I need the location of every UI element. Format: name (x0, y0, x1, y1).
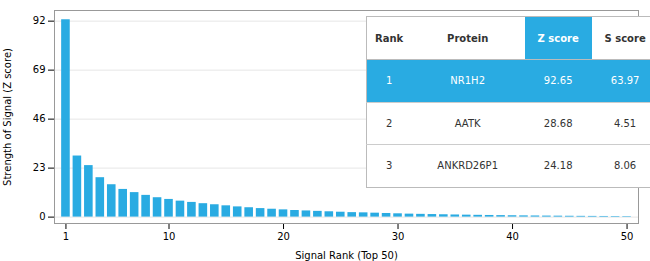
html-text:AATK: AATK (454, 117, 481, 129)
svg-text:0: 0 (39, 211, 45, 222)
svg-text:50: 50 (621, 231, 634, 242)
html-text:1: 1 (385, 75, 393, 87)
svg-text:Signal Rank (Top 50): Signal Rank (Top 50) (295, 250, 398, 261)
svg-text:40: 40 (506, 231, 519, 242)
html-text:NR1H2: NR1H2 (450, 75, 485, 87)
svg-text:30: 30 (392, 231, 405, 242)
html-text:S score: S score (604, 32, 646, 44)
svg-text:1: 1 (63, 231, 69, 242)
html-text:92.65: 92.65 (543, 75, 573, 87)
svg-text:23: 23 (33, 162, 46, 173)
html-text:28.68: 28.68 (543, 117, 573, 129)
html-text:8.06: 8.06 (614, 160, 637, 172)
html-text:ANKRD26P1: ANKRD26P1 (437, 160, 498, 172)
html-text:63.97: 63.97 (610, 75, 640, 87)
html-text:24.18: 24.18 (543, 160, 573, 172)
svg-text:46: 46 (33, 113, 46, 124)
svg-text:20: 20 (277, 231, 290, 242)
html-text:2: 2 (385, 117, 393, 129)
svg-text:92: 92 (33, 15, 46, 26)
svg-text:Strength of Signal (Z score): Strength of Signal (Z score) (2, 48, 13, 186)
html-text:4.51: 4.51 (614, 117, 637, 129)
html-text:Rank: Rank (375, 32, 404, 44)
html-text:3: 3 (385, 160, 393, 172)
svg-text:10: 10 (163, 231, 176, 242)
svg-text:69: 69 (33, 64, 46, 75)
html-text:Protein: Protein (447, 32, 489, 44)
html-text:Z score: Z score (537, 32, 579, 44)
